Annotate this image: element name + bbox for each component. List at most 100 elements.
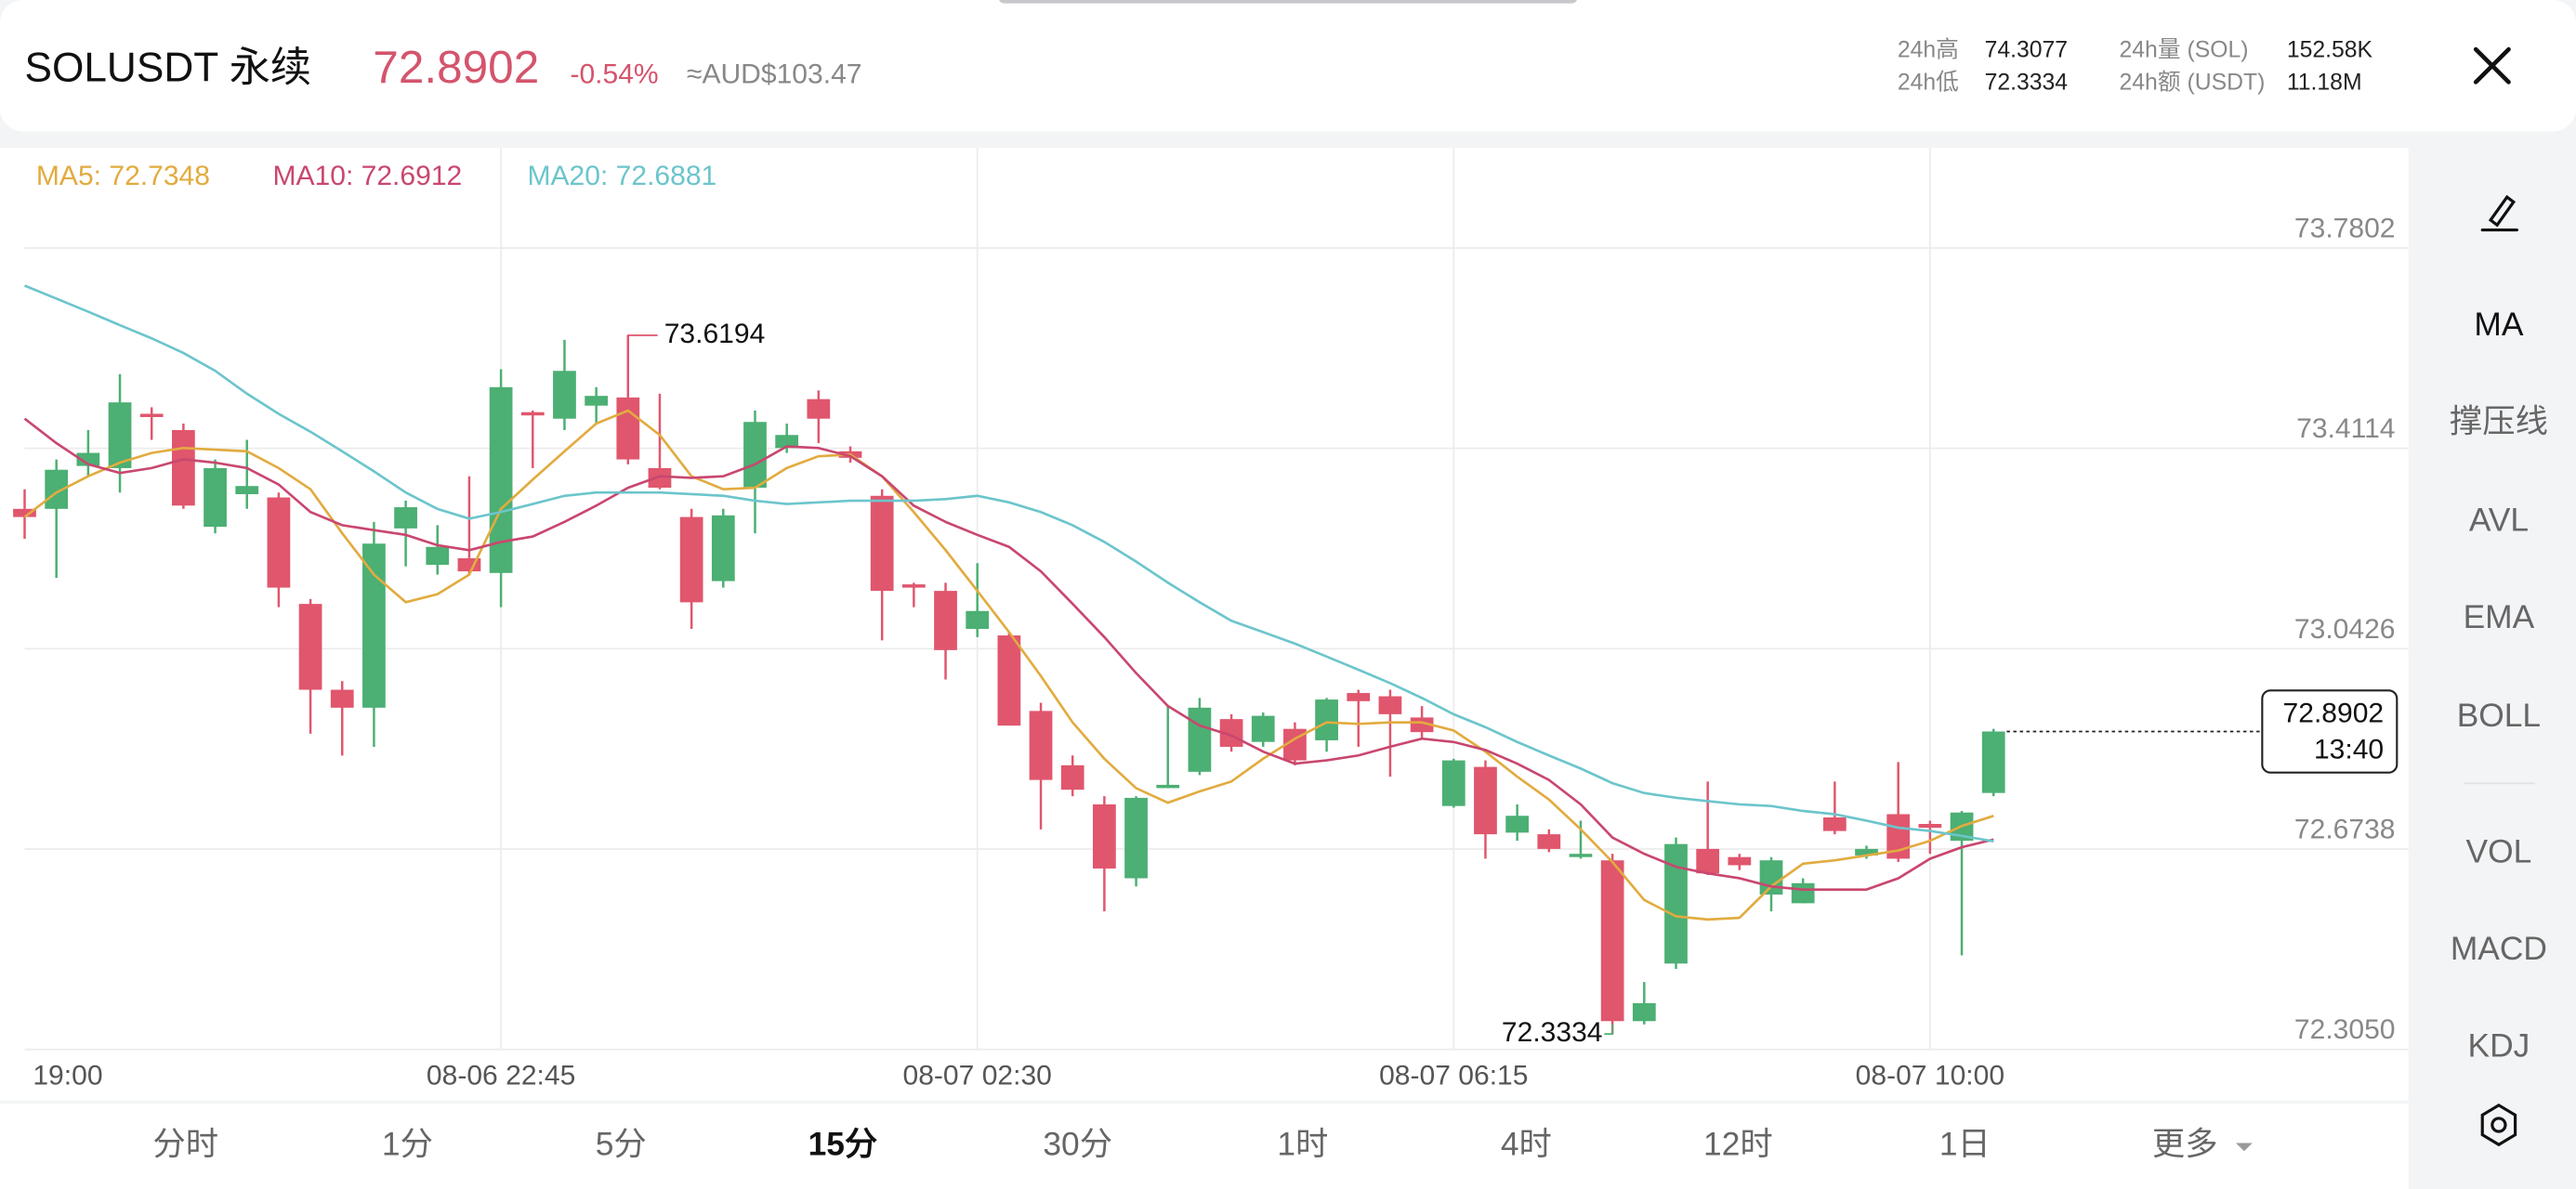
- candle-body: [1981, 731, 2005, 793]
- close-button[interactable]: [2473, 46, 2511, 85]
- candle-body: [1632, 1002, 1656, 1022]
- indicator-button[interactable]: AVL: [2469, 503, 2529, 539]
- candle-body: [1410, 717, 1434, 733]
- timeframe-tab[interactable]: 30分: [1043, 1126, 1112, 1162]
- timeframe-tab[interactable]: 15分: [808, 1126, 878, 1162]
- y-tick-label: 73.4114: [2296, 413, 2395, 444]
- candle-body: [934, 591, 957, 650]
- candle-body: [426, 546, 450, 566]
- indicator-button[interactable]: MA: [2474, 307, 2523, 343]
- candle-body: [1124, 797, 1148, 879]
- dropdown-arrow: [2236, 1143, 2253, 1152]
- candle-body: [1505, 816, 1530, 833]
- candle-body: [362, 543, 386, 708]
- candle-body: [1600, 860, 1624, 1022]
- gear-icon: [2480, 1103, 2517, 1147]
- candle-body: [870, 495, 894, 592]
- drag-handle: [999, 0, 1577, 4]
- candle-body: [585, 396, 609, 406]
- candle-body: [1156, 784, 1180, 789]
- draw-tool-button[interactable]: [2480, 194, 2518, 232]
- candle-body: [775, 435, 799, 449]
- candle-body: [711, 515, 735, 581]
- candle-body: [1791, 882, 1815, 904]
- timeframe-tab[interactable]: 1时: [1277, 1126, 1328, 1162]
- chart-panel: [0, 148, 2409, 1101]
- candle-body: [172, 430, 195, 506]
- candle-body: [298, 604, 322, 690]
- y-tick-label: 73.0426: [2294, 614, 2396, 645]
- indicator-button[interactable]: 撑压线: [2450, 403, 2548, 439]
- candle-body: [1474, 766, 1497, 835]
- y-tick-label: 73.7802: [2294, 213, 2396, 243]
- candle-body: [520, 412, 545, 416]
- last-price-tag: [2261, 689, 2399, 774]
- candle-body: [1441, 760, 1465, 806]
- candle-body: [1822, 817, 1847, 831]
- x-tick-label: 08-07 02:30: [903, 1061, 1052, 1091]
- candle-body: [1093, 804, 1116, 869]
- candle-body: [1759, 860, 1783, 895]
- timeframe-tab[interactable]: 1日: [1939, 1126, 1991, 1162]
- candle-body: [108, 402, 132, 468]
- ma-line: [24, 284, 1994, 843]
- timeframe-tab[interactable]: 1分: [382, 1126, 433, 1162]
- stat-label: 24h量 (SOL): [2120, 37, 2249, 62]
- timeframe-tab[interactable]: 分时: [152, 1126, 218, 1162]
- min-label: 72.3334: [1502, 1017, 1603, 1048]
- stat-value: 11.18M: [2287, 71, 2362, 96]
- candle-body: [616, 397, 640, 460]
- candle-body: [679, 516, 703, 603]
- max-pointer: [626, 334, 658, 346]
- close-icon: [2473, 46, 2511, 85]
- settings-button[interactable]: [2480, 1103, 2517, 1147]
- candle-body: [1347, 693, 1371, 701]
- tab-bar: [0, 1104, 2409, 1189]
- candle-body: [394, 507, 417, 529]
- candle-body: [1378, 696, 1402, 714]
- candle-body: [1315, 699, 1338, 740]
- timeframe-tab[interactable]: 4时: [1501, 1126, 1552, 1162]
- fiat-price: ≈AUD$103.47: [687, 59, 862, 89]
- y-tick-label: 72.3050: [2294, 1014, 2396, 1045]
- indicator-button[interactable]: BOLL: [2457, 698, 2541, 734]
- stat-value: 74.3077: [1985, 37, 2068, 62]
- indicator-button[interactable]: KDJ: [2468, 1027, 2530, 1064]
- candle-body: [267, 497, 291, 588]
- indicator-button[interactable]: EMA: [2464, 599, 2535, 635]
- ma-line: [23, 409, 1994, 921]
- x-tick-label: 08-07 06:15: [1379, 1061, 1528, 1091]
- stat-label: 24h低: [1898, 70, 1959, 96]
- candle-body: [1918, 823, 1942, 829]
- candle-body: [1060, 764, 1084, 790]
- legend-entry: MA5: 72.7348: [36, 161, 210, 191]
- y-tick-label: 72.6738: [2294, 815, 2396, 845]
- timeframe-tab[interactable]: 5分: [596, 1126, 647, 1162]
- timeframe-tab[interactable]: 更多: [2152, 1126, 2218, 1162]
- candle-body: [901, 584, 926, 588]
- candle-body: [966, 610, 990, 630]
- legend-entry: MA10: 72.6912: [272, 161, 462, 191]
- max-label: 73.6194: [664, 319, 766, 349]
- x-tick-label: 08-07 10:00: [1856, 1061, 2004, 1091]
- timeframe-tab[interactable]: 12时: [1703, 1126, 1773, 1162]
- candle-body: [13, 508, 36, 517]
- pen-icon: [2488, 194, 2517, 228]
- candle-body: [76, 452, 100, 466]
- indicator-button[interactable]: VOL: [2466, 834, 2532, 870]
- last-price-tag-price: 72.8902: [2283, 699, 2385, 729]
- stat-label: 24h高: [1898, 36, 1959, 62]
- candle-body: [1251, 715, 1275, 742]
- candle-body: [1696, 848, 1720, 874]
- candle-body: [1029, 711, 1053, 780]
- gear-center: [2491, 1117, 2507, 1133]
- last-price: 72.8902: [373, 42, 539, 93]
- x-tick-label: 08-06 22:45: [427, 1061, 575, 1091]
- header-panel: [0, 0, 2576, 132]
- min-pointer: [1604, 1024, 1614, 1035]
- indicator-button[interactable]: MACD: [2451, 931, 2547, 967]
- x-tick-label: 19:00: [33, 1061, 102, 1091]
- last-price-tag-countdown: 13:40: [2314, 735, 2384, 765]
- candle-body: [1188, 707, 1212, 772]
